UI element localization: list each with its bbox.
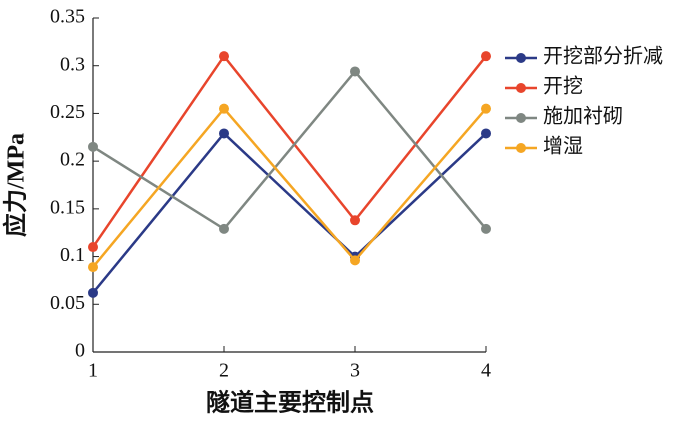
- x-tick-label: 1: [88, 360, 98, 382]
- x-tick-label: 2: [219, 360, 229, 382]
- data-point: [88, 287, 98, 298]
- y-axis-label: 应力/MPa: [2, 133, 30, 237]
- series-line: [92, 69, 487, 231]
- data-point: [219, 128, 229, 139]
- data-point: [219, 103, 229, 114]
- data-point: [481, 128, 491, 139]
- legend-marker: [516, 143, 526, 153]
- data-point: [481, 103, 491, 114]
- data-point: [219, 51, 229, 62]
- data-point: [350, 255, 360, 266]
- legend-label: 增湿: [543, 135, 583, 158]
- y-tick-label: 0: [75, 340, 85, 362]
- y-tick-label: 0.15: [50, 196, 85, 218]
- series-line: [91, 54, 487, 248]
- x-tick-label: 4: [481, 360, 491, 382]
- data-point: [219, 223, 229, 234]
- legend-label: 施加衬砌: [543, 105, 623, 128]
- y-tick-label: 0.05: [50, 292, 85, 314]
- legend-marker: [516, 53, 526, 63]
- data-point: [88, 141, 98, 152]
- y-tick-label: 0.3: [60, 53, 85, 75]
- legend-marker: [516, 113, 526, 123]
- x-axis-label: 隧道主要控制点: [206, 389, 374, 417]
- series-line: [92, 106, 487, 268]
- data-point: [88, 262, 98, 273]
- data-point: [350, 215, 360, 226]
- data-point: [88, 242, 98, 253]
- legend-marker: [516, 83, 526, 93]
- y-tick-label: 0.25: [50, 101, 85, 123]
- legend-label: 开挖: [543, 75, 583, 98]
- data-point: [350, 66, 360, 77]
- series-line: [92, 131, 487, 294]
- y-tick-label: 0.1: [60, 244, 85, 266]
- data-point: [481, 51, 491, 62]
- legend-label: 开挖部分折减: [543, 45, 663, 68]
- y-tick-label: 0.2: [60, 149, 85, 171]
- data-point: [481, 223, 491, 234]
- x-tick-label: 3: [350, 360, 360, 382]
- y-tick-label: 0.35: [50, 6, 85, 28]
